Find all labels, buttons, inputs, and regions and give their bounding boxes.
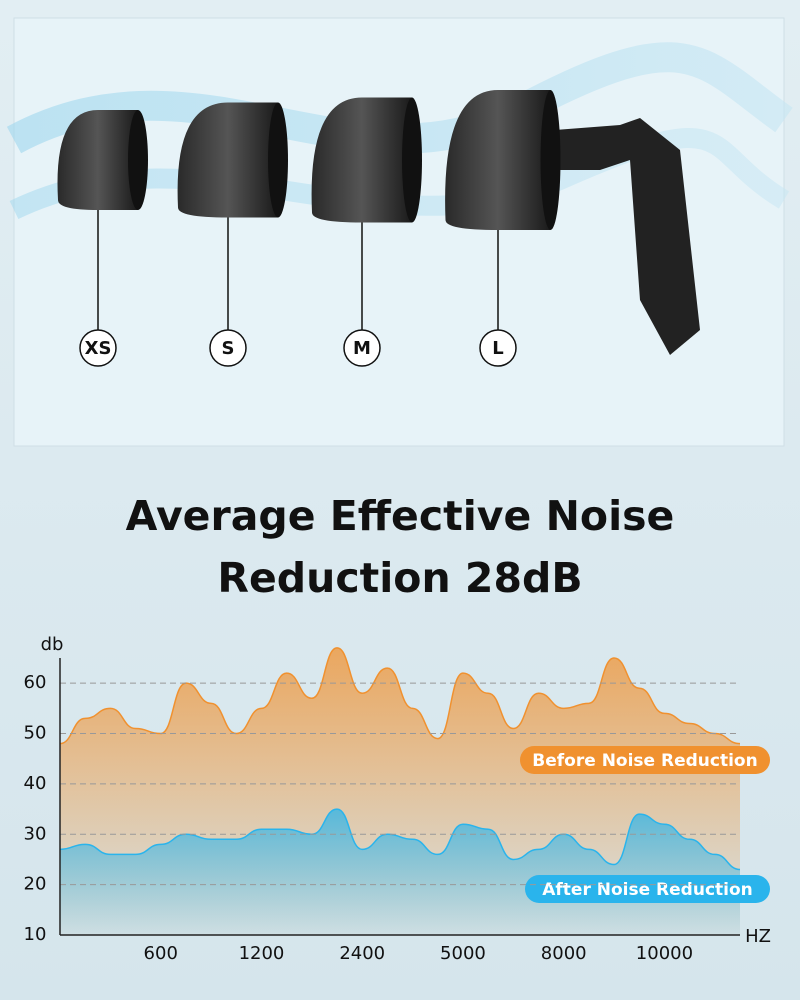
legend-pill [520,746,770,774]
x-tick-label: 5000 [440,943,486,964]
ear-tip-opening [540,90,561,230]
ear-tip [311,97,412,223]
size-badge [209,329,247,367]
chart-title: Average Effective Noise Reduction 28dB [125,492,675,602]
line [59,647,741,745]
y-axis-label: db [41,634,64,655]
y-tick-label: 50 [24,723,47,744]
ear-tip-opening [402,97,422,223]
ear-tip [57,110,138,210]
legend-label: After Noise Reduction [542,880,753,900]
legend-pill [525,875,770,903]
size-label: S [222,338,235,359]
y-tick-label: 40 [24,773,47,794]
x-tick-label: 600 [144,943,178,964]
size-label: XS [85,338,112,359]
x-tick-label: 8000 [541,943,587,964]
size-badge [79,329,117,367]
legend-label: Before Noise Reduction [532,751,757,771]
x-axis-label: HZ [745,926,771,947]
ear-tip-opening [268,102,288,218]
line [59,808,741,871]
ear-tip-opening [128,110,148,210]
size-badge [479,329,517,367]
size-badge [343,329,381,367]
size-label: L [492,338,503,359]
plot [59,647,741,935]
x-tick-label: 2400 [339,943,385,964]
y-tick-label: 10 [24,924,47,945]
y-tick-label: 30 [24,823,47,844]
earplug-body [555,118,700,355]
size-label: M [353,338,371,359]
y-tick-label: 60 [24,672,47,693]
x-tick-label: 10000 [636,943,693,964]
x-tick-label: 1200 [239,943,285,964]
ear-tip [177,102,278,218]
ear-tip [445,90,551,230]
y-tick-label: 20 [24,874,47,895]
area [60,809,740,935]
